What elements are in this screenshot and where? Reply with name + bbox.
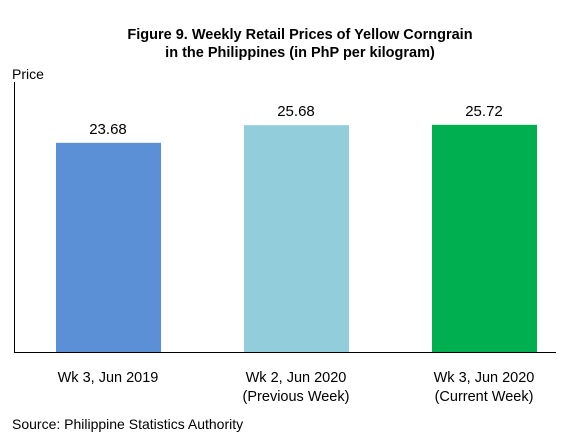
x-tick-label: Wk 3, Jun 2020 (Current Week)	[433, 370, 535, 405]
x-tick-label: Wk 2, Jun 2020 (Previous Week)	[242, 370, 350, 405]
value-label: 25.68	[277, 103, 315, 120]
x-tick-label: Wk 3, Jun 2019	[57, 370, 159, 386]
chart-title: Figure 9. Weekly Retail Prices of Yellow…	[127, 27, 473, 61]
value-label: 25.72	[465, 103, 503, 120]
bar	[244, 125, 349, 352]
bar	[56, 142, 161, 352]
source: Source: Philippine Statistics Authority	[12, 416, 244, 432]
value-label: 23.68	[89, 121, 127, 138]
y-axis-label: Price	[12, 66, 44, 82]
bar	[432, 124, 537, 352]
